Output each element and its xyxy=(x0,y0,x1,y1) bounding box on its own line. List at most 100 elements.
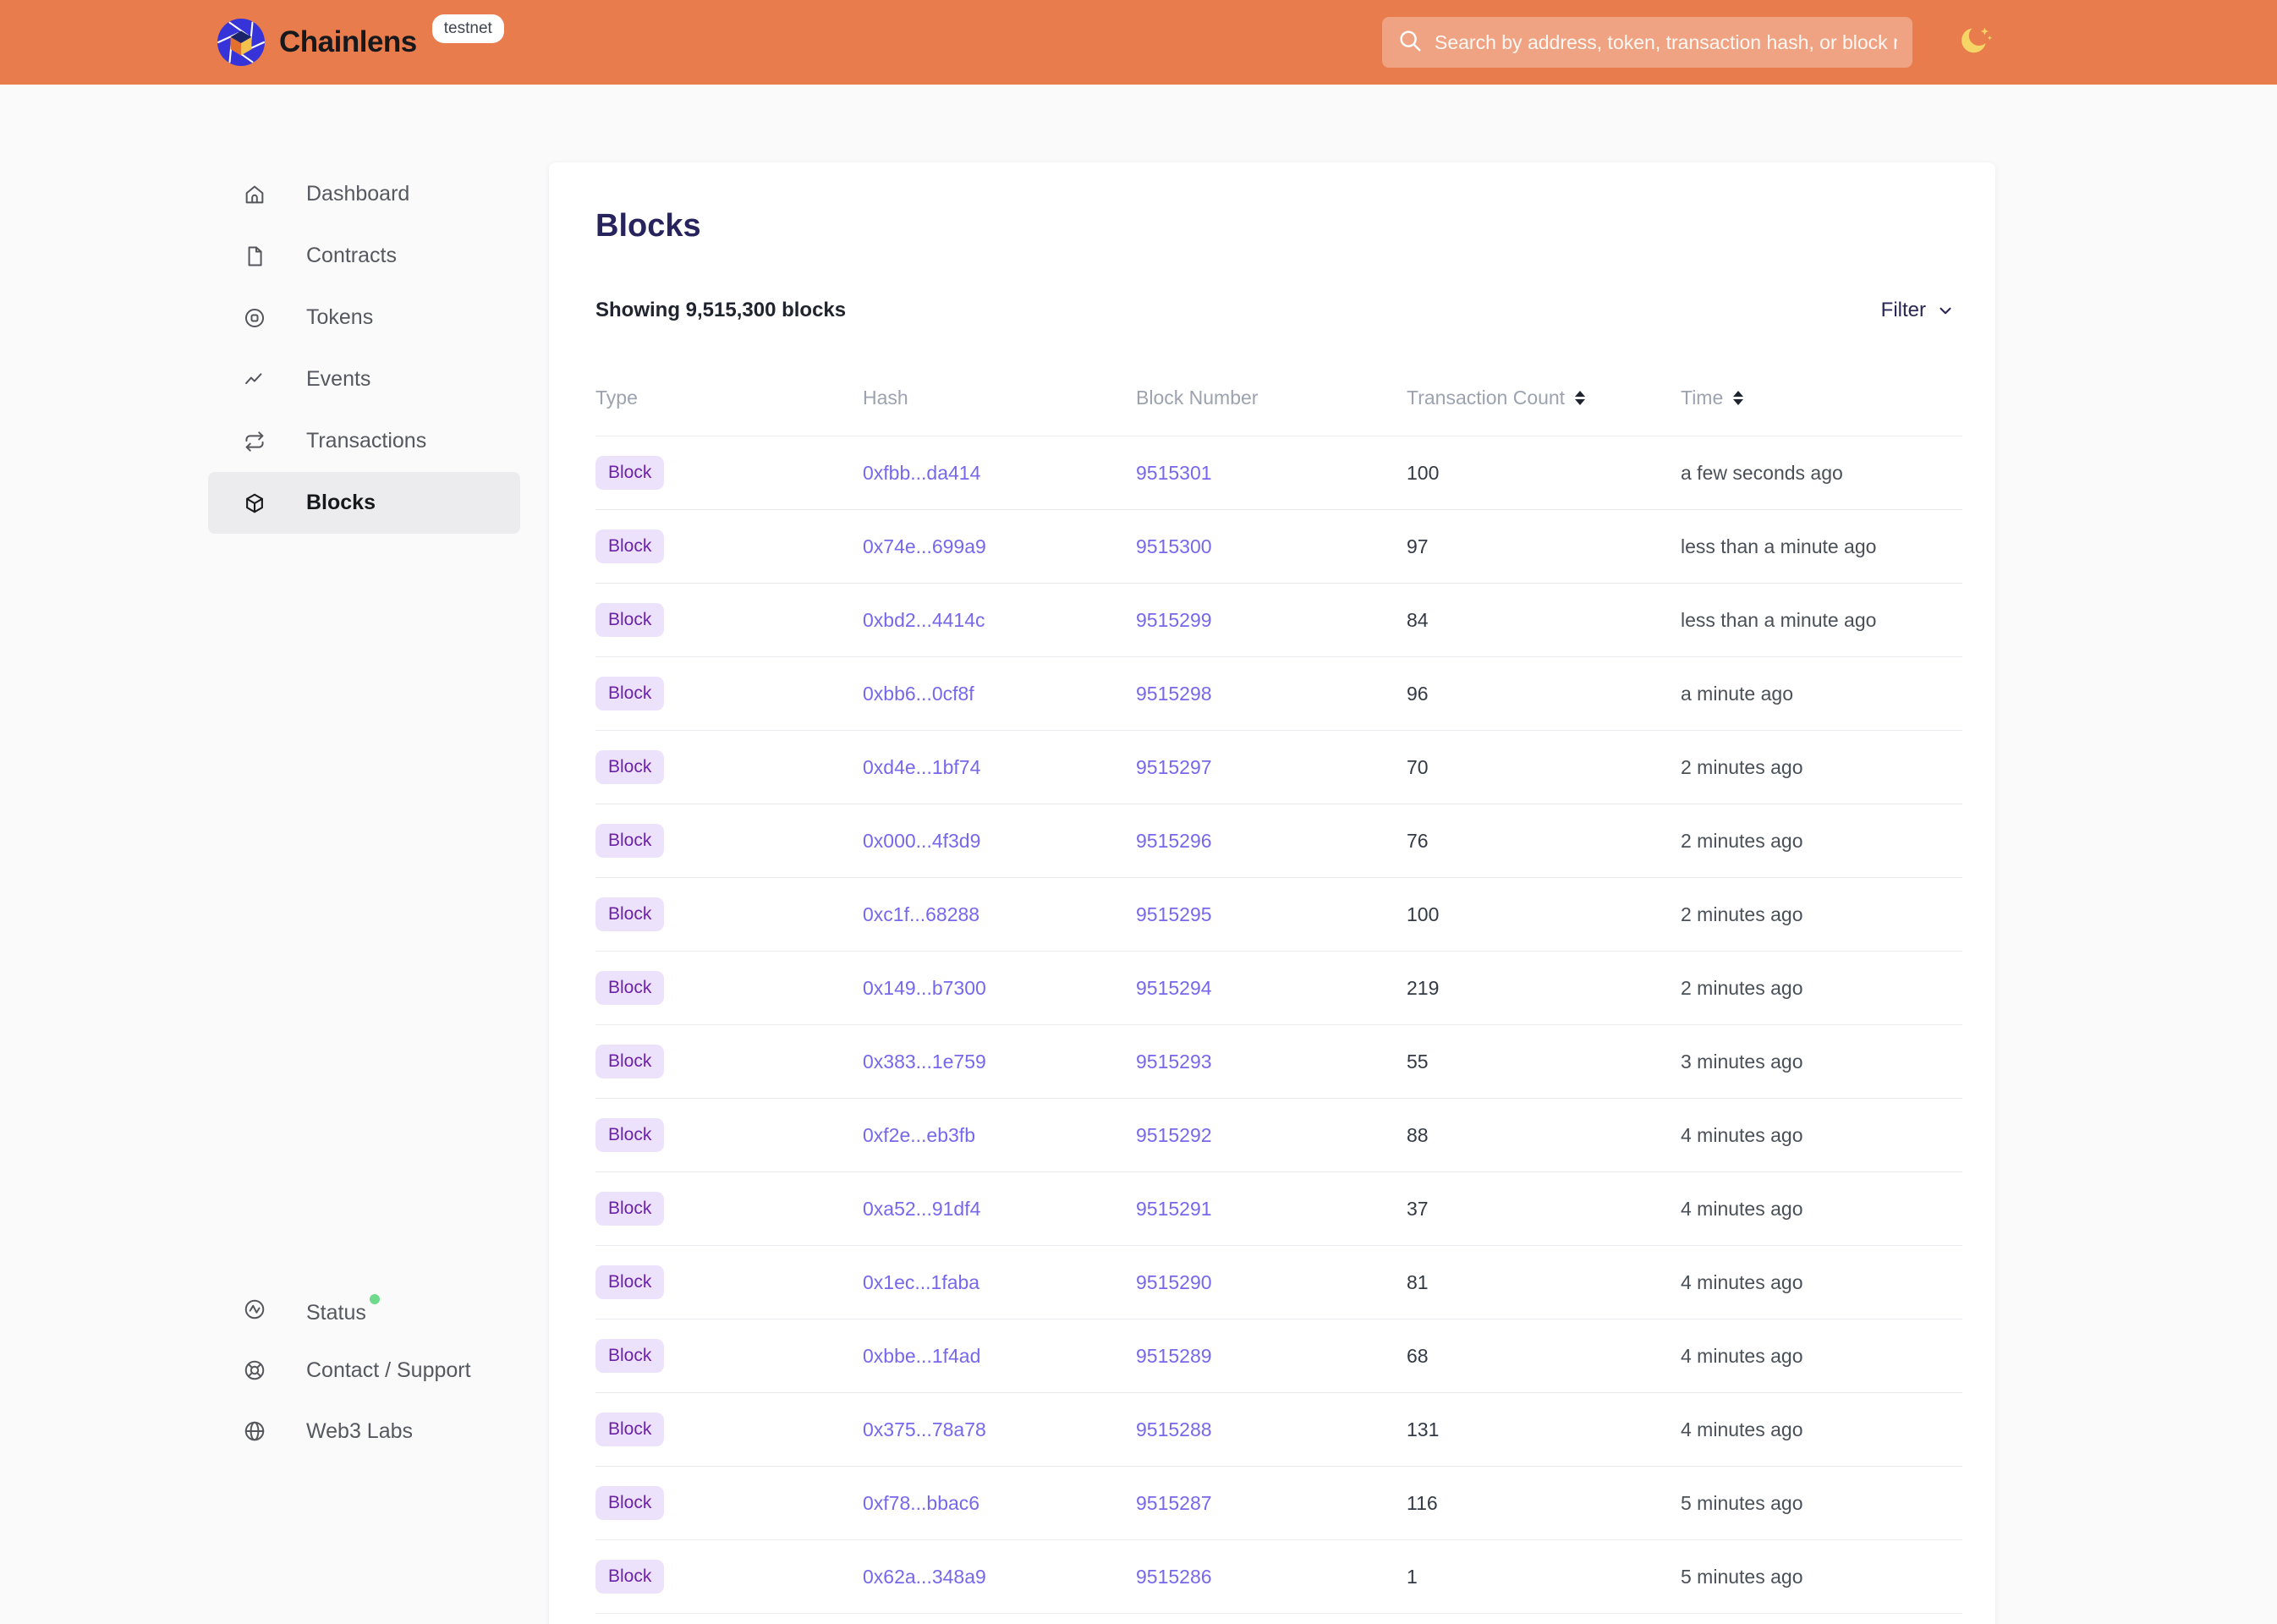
transaction-count-cell: 81 xyxy=(1407,1270,1429,1293)
block-number-link[interactable]: 9515288 xyxy=(1136,1418,1212,1440)
brand[interactable]: Chainlens testnet xyxy=(217,0,504,85)
status-icon xyxy=(243,1298,266,1321)
block-number-link[interactable]: 9515299 xyxy=(1136,608,1212,631)
time-cell: 2 minutes ago xyxy=(1681,903,1803,925)
block-hash-link[interactable]: 0x383...1e759 xyxy=(863,1050,986,1073)
time-cell: 5 minutes ago xyxy=(1681,1565,1803,1588)
time-cell: 4 minutes ago xyxy=(1681,1123,1803,1146)
block-hash-link[interactable]: 0xbd2...4414c xyxy=(863,608,985,631)
block-number-cell: 9515301 xyxy=(1136,462,1407,485)
block-type-badge: Block xyxy=(595,456,665,490)
block-number-link[interactable]: 9515298 xyxy=(1136,682,1212,705)
type-cell: Block xyxy=(595,1560,863,1594)
filter-button[interactable]: Filter xyxy=(1881,299,1955,322)
theme-toggle-button[interactable] xyxy=(1956,22,1996,63)
block-number-link[interactable]: 9515293 xyxy=(1136,1050,1212,1073)
search-input[interactable] xyxy=(1435,30,1897,54)
block-hash-link[interactable]: 0x1ec...1faba xyxy=(863,1270,980,1293)
hash-cell: 0x1ec...1faba xyxy=(863,1271,1136,1294)
time-cell: 2 minutes ago xyxy=(1681,829,1803,852)
block-number-link[interactable]: 9515289 xyxy=(1136,1344,1212,1367)
block-number-link[interactable]: 9515295 xyxy=(1136,903,1212,925)
block-type-badge: Block xyxy=(595,971,665,1005)
sidebar-item-label: Events xyxy=(306,367,371,391)
table-row: Block 0xf78...bbac6 9515287 116 5 minute… xyxy=(595,1467,1962,1540)
transaction-count-cell: 100 xyxy=(1407,903,1440,925)
sidebar-item-tokens[interactable]: Tokens xyxy=(208,287,520,348)
table-row: Block 0x149...b7300 9515294 219 2 minute… xyxy=(595,952,1962,1025)
block-number-cell: 9515291 xyxy=(1136,1198,1407,1221)
block-number-link[interactable]: 9515290 xyxy=(1136,1270,1212,1293)
type-cell: Block xyxy=(595,971,863,1005)
moon-icon xyxy=(1957,27,1994,63)
table-row: Block 0xc1f...68288 9515295 100 2 minute… xyxy=(595,878,1962,952)
block-hash-link[interactable]: 0xc1f...68288 xyxy=(863,903,980,925)
block-hash-link[interactable]: 0x000...4f3d9 xyxy=(863,829,981,852)
block-number-link[interactable]: 9515291 xyxy=(1136,1197,1212,1220)
search-box[interactable] xyxy=(1382,17,1912,68)
hash-cell: 0xfbb...da414 xyxy=(863,462,1136,485)
block-hash-link[interactable]: 0x149...b7300 xyxy=(863,976,986,999)
block-number-link[interactable]: 9515301 xyxy=(1136,461,1212,484)
block-number-link[interactable]: 9515287 xyxy=(1136,1491,1212,1514)
top-bar: Chainlens testnet xyxy=(0,0,2277,85)
sidebar-item-contact-support[interactable]: Contact / Support xyxy=(208,1340,520,1401)
globe-icon xyxy=(243,1419,266,1443)
time-cell: 4 minutes ago xyxy=(1681,1270,1803,1293)
block-type-badge: Block xyxy=(595,1192,665,1226)
block-type-badge: Block xyxy=(595,603,665,637)
block-hash-link[interactable]: 0x74e...699a9 xyxy=(863,535,986,557)
block-hash-link[interactable]: 0x375...78a78 xyxy=(863,1418,986,1440)
block-hash-link[interactable]: 0xbb6...0cf8f xyxy=(863,682,974,705)
sidebar-item-transactions[interactable]: Transactions xyxy=(208,410,520,472)
block-number-link[interactable]: 9515300 xyxy=(1136,535,1212,557)
block-hash-link[interactable]: 0xa52...91df4 xyxy=(863,1197,981,1220)
block-type-badge: Block xyxy=(595,1265,665,1299)
brand-name: Chainlens xyxy=(279,25,417,58)
block-hash-link[interactable]: 0xf78...bbac6 xyxy=(863,1491,980,1514)
block-hash-link[interactable]: 0xf2e...eb3fb xyxy=(863,1123,975,1146)
time-cell: less than a minute ago xyxy=(1681,608,1877,631)
sidebar-item-contracts[interactable]: Contracts xyxy=(208,225,520,287)
sidebar-item-web3-labs[interactable]: Web3 Labs xyxy=(208,1401,520,1462)
column-header-block-number: Block Number xyxy=(1136,387,1259,409)
home-icon xyxy=(243,183,266,206)
sidebar-item-dashboard[interactable]: Dashboard xyxy=(208,163,520,225)
hash-cell: 0x375...78a78 xyxy=(863,1418,1136,1441)
block-hash-link[interactable]: 0xd4e...1bf74 xyxy=(863,755,981,778)
hash-cell: 0xbb6...0cf8f xyxy=(863,683,1136,705)
table-row: Block 0xbbe...1f4ad 9515289 68 4 minutes… xyxy=(595,1320,1962,1393)
block-number-cell: 9515298 xyxy=(1136,683,1407,705)
block-type-badge: Block xyxy=(595,677,665,710)
block-number-link[interactable]: 9515296 xyxy=(1136,829,1212,852)
type-cell: Block xyxy=(595,824,863,858)
time-cell: less than a minute ago xyxy=(1681,535,1877,557)
block-number-link[interactable]: 9515292 xyxy=(1136,1123,1212,1146)
table-row: Block 0x1ec...1faba 9515290 81 4 minutes… xyxy=(595,1246,1962,1320)
sort-icon[interactable] xyxy=(1575,391,1586,405)
sort-icon[interactable] xyxy=(1733,391,1744,405)
sidebar-item-events[interactable]: Events xyxy=(208,348,520,410)
block-number-cell: 9515292 xyxy=(1136,1124,1407,1147)
blocks-card: Blocks Showing 9,515,300 blocks Filter T… xyxy=(549,162,1995,1624)
sidebar-item-status[interactable]: Status xyxy=(208,1279,520,1340)
block-number-cell: 9515296 xyxy=(1136,830,1407,853)
token-icon xyxy=(243,306,266,330)
status-online-dot xyxy=(369,1293,380,1304)
type-cell: Block xyxy=(595,750,863,784)
sidebar-item-blocks[interactable]: Blocks xyxy=(208,472,520,534)
block-number-link[interactable]: 9515286 xyxy=(1136,1565,1212,1588)
block-number-link[interactable]: 9515297 xyxy=(1136,755,1212,778)
block-hash-link[interactable]: 0xfbb...da414 xyxy=(863,461,981,484)
transaction-count-cell: 68 xyxy=(1407,1344,1429,1367)
block-type-badge: Block xyxy=(595,1413,665,1446)
block-hash-link[interactable]: 0x62a...348a9 xyxy=(863,1565,986,1588)
block-number-cell: 9515294 xyxy=(1136,977,1407,1000)
type-cell: Block xyxy=(595,1045,863,1078)
transaction-count-cell: 84 xyxy=(1407,608,1429,631)
block-hash-link[interactable]: 0xbbe...1f4ad xyxy=(863,1344,981,1367)
cube-icon xyxy=(243,491,266,515)
type-cell: Block xyxy=(595,456,863,490)
block-number-link[interactable]: 9515294 xyxy=(1136,976,1212,999)
type-cell: Block xyxy=(595,1339,863,1373)
